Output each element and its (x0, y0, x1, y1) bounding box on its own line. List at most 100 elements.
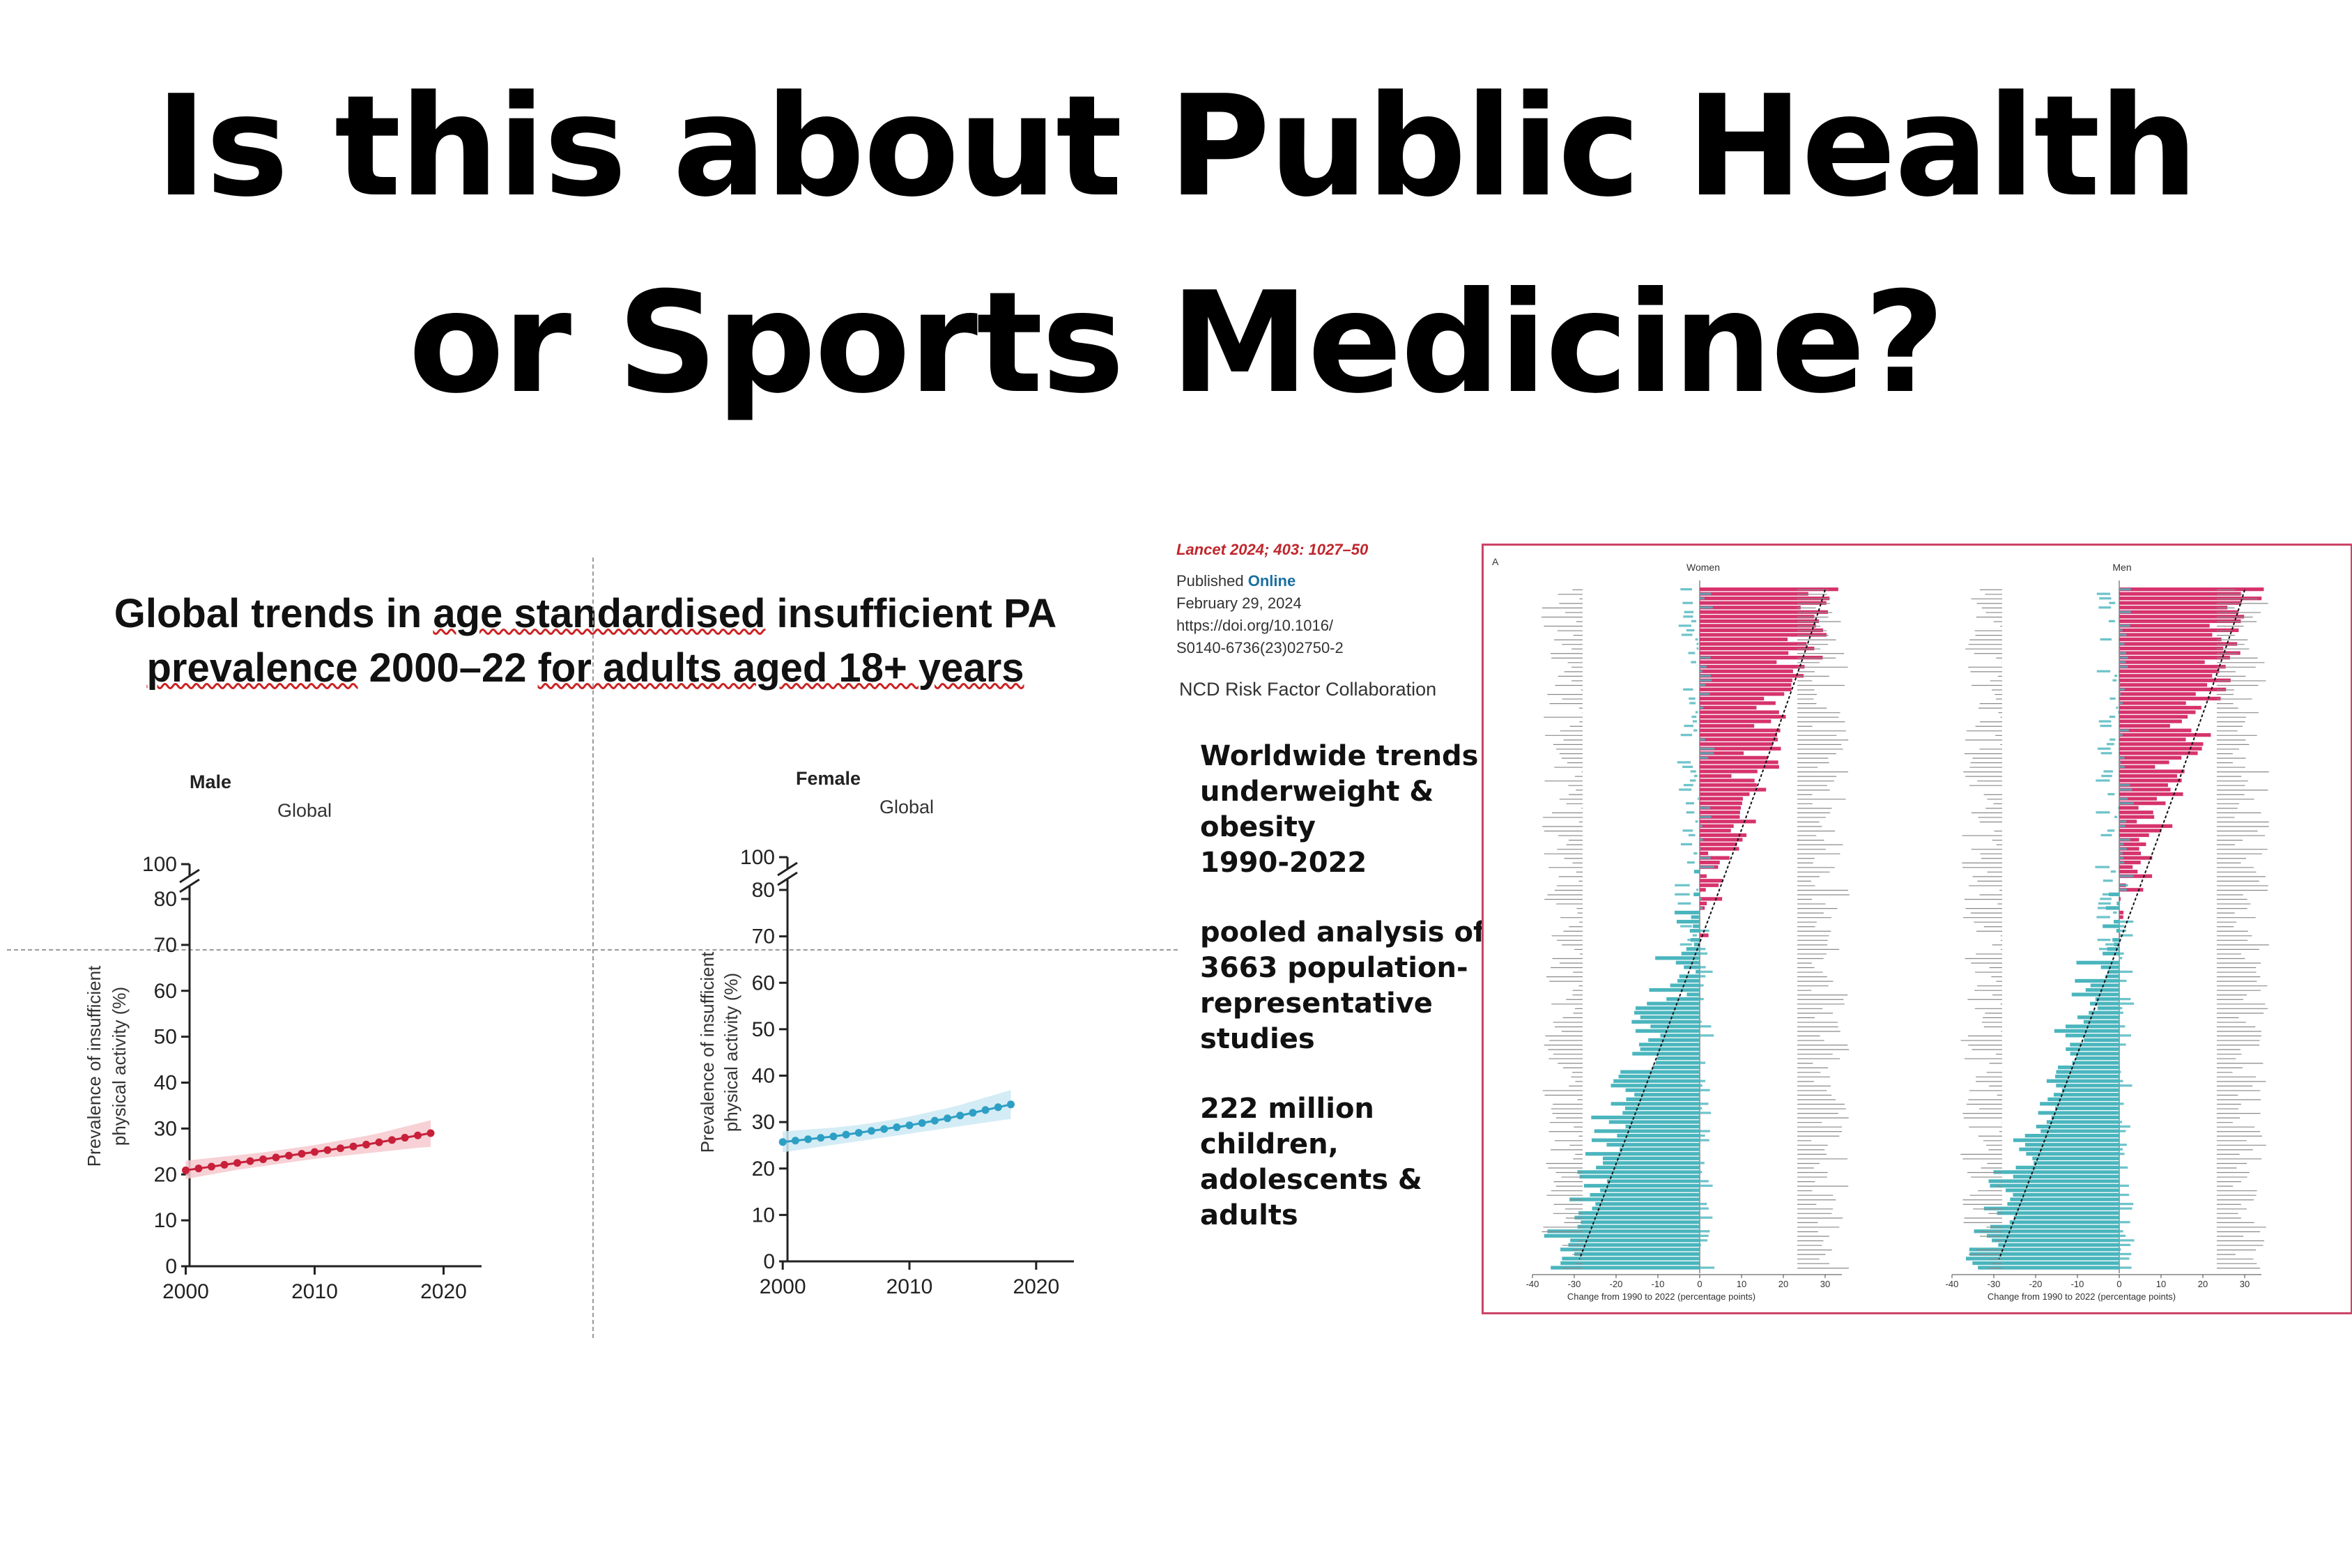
citation-doi-line2[interactable]: S0140-6736(23)02750-2 (1176, 639, 1344, 656)
forest-plot-figure: A Women Men Change from 1990 to 2022 (pe… (1482, 544, 2352, 1314)
forest-women-bar-secondary (1688, 833, 1696, 837)
forest-women-bar-secondary (1686, 802, 1695, 805)
forest-women-bar (1635, 1029, 1700, 1033)
slide-title: Is this about Public Health or Sports Me… (0, 49, 2352, 442)
forest-men-bar-secondary (2119, 661, 2126, 663)
forest-women-bar (1562, 1256, 1700, 1261)
citation-collaboration: NCD Risk Factor Collaboration (1179, 679, 1437, 700)
male-x-tick-label: 2020 (420, 1280, 467, 1303)
forest-men-bar (2119, 856, 2153, 860)
forest-men-bar (2040, 1102, 2119, 1106)
forest-women-bar (1640, 1015, 1700, 1020)
forest-men-bar (2119, 633, 2213, 637)
male-data-point (208, 1162, 215, 1171)
forest-women-bar-secondary (1700, 752, 1714, 755)
citation-doi-line1[interactable]: https://doi.org/10.1016/ (1176, 617, 1334, 634)
forest-women-bar (1700, 587, 1838, 592)
pa-title-part: 2000–22 (358, 645, 538, 691)
forest-men-bar (2024, 1134, 2119, 1138)
citation-date: February 29, 2024 (1176, 594, 1302, 612)
forest-men-bar (2034, 1161, 2119, 1165)
forest-men-bar (2119, 642, 2238, 646)
forest-men-bar (2119, 615, 2245, 619)
female-data-point (905, 1121, 914, 1130)
forest-men-bar (2072, 1061, 2119, 1065)
forest-women-bar (1700, 687, 1792, 691)
forest-women-bar-secondary (1691, 620, 1697, 622)
forest-women-bar-secondary (1700, 1112, 1712, 1114)
forest-men-bar-secondary (2103, 1056, 2113, 1060)
female-data-point (994, 1103, 1002, 1112)
forest-men-bar (2061, 1088, 2119, 1092)
forest-men-bar (2119, 656, 2230, 660)
forest-men-bar (2107, 947, 2119, 951)
forest-men-bar-secondary (2109, 697, 2116, 700)
forest-men-bar-secondary (2111, 984, 2116, 987)
forest-men-bar-secondary (2118, 1180, 2119, 1183)
forest-women-bar (1700, 764, 1779, 769)
summary-line: pooled analysis of (1200, 916, 1486, 948)
forest-women-bar-secondary (1700, 806, 1711, 809)
forest-men-bar (2077, 1015, 2119, 1020)
forest-women-bar-secondary (1700, 693, 1710, 695)
forest-women-bar (1608, 1120, 1700, 1124)
forest-men-bar-secondary (2109, 715, 2116, 718)
forest-men-bar-secondary (2119, 1070, 2121, 1073)
forest-women-bar (1676, 919, 1700, 924)
forest-men-mean-trend (1998, 589, 2245, 1260)
forest-women-bar-secondary (1689, 1212, 1696, 1215)
forest-women-bar-secondary (1692, 1070, 1697, 1073)
forest-women-bar (1585, 1152, 1700, 1156)
forest-men-bar (2046, 1120, 2119, 1124)
forest-men-bar (2119, 764, 2155, 769)
forest-men-bar-secondary (2119, 820, 2127, 823)
forest-women-bar (1700, 820, 1756, 824)
forest-men-bar-secondary (2097, 747, 2111, 750)
forest-women-bar (1595, 1202, 1700, 1206)
forest-men-bar-secondary (2114, 815, 2118, 818)
forest-women-bar-secondary (1681, 633, 1693, 636)
forest-men-bar-secondary (2119, 652, 2127, 654)
forest-men-bar (2053, 1093, 2119, 1097)
forest-women-bar-secondary (1696, 889, 1699, 891)
male-y-axis-label-1: Prevalence of insufficient (84, 965, 105, 1167)
forest-women-bar (1574, 1215, 1700, 1220)
forest-women-bar-secondary (1700, 1243, 1701, 1247)
forest-women-bar-secondary (1700, 984, 1704, 987)
forest-men-bar-secondary (2096, 592, 2111, 595)
forest-women-x-tick-label: -40 (1526, 1279, 1539, 1289)
forest-women-bar-secondary (1680, 734, 1693, 737)
forest-women-bar (1694, 870, 1700, 874)
forest-men-x-tick-label: 0 (2116, 1279, 2121, 1289)
forest-women-bar (1625, 1088, 1700, 1092)
forest-men-bar-secondary (2119, 1007, 2123, 1010)
forest-women-bar (1700, 901, 1707, 906)
forest-men-bar-secondary (2119, 1148, 2123, 1151)
forest-women-bar (1660, 1033, 1700, 1038)
female-data-point (893, 1123, 901, 1131)
forest-men-bar (2119, 861, 2141, 865)
forest-men-bar-secondary (2114, 993, 2118, 996)
forest-men-bar-secondary (2116, 1089, 2119, 1091)
forest-women-bar-secondary (1700, 597, 1705, 600)
forest-women-bar-secondary (1679, 1116, 1692, 1119)
forest-women-bar (1700, 665, 1805, 669)
forest-men-bar (2119, 820, 2137, 824)
female-data-point (854, 1128, 863, 1137)
forest-women-bar (1700, 833, 1747, 838)
forest-men-bar (2119, 610, 2239, 614)
forest-men-bar (2116, 901, 2119, 906)
forest-men-bar (2119, 810, 2153, 815)
forest-women-bar (1657, 1056, 1700, 1061)
pa-title-part: insufficient PA (765, 591, 1057, 636)
forest-men-bar (2010, 1197, 2119, 1201)
forest-men-bar-secondary (2119, 1221, 2130, 1224)
forest-women-bar (1675, 960, 1700, 964)
forest-women-x-tick-label: 30 (1820, 1279, 1830, 1289)
forest-men-bar-secondary (2119, 629, 2123, 632)
forest-men-bar (2047, 1097, 2119, 1101)
forest-women-bar-secondary (1682, 1198, 1693, 1201)
forest-men-bar (2119, 710, 2196, 714)
forest-women-bar (1693, 924, 1700, 928)
forest-women-bar-secondary (1683, 783, 1693, 787)
